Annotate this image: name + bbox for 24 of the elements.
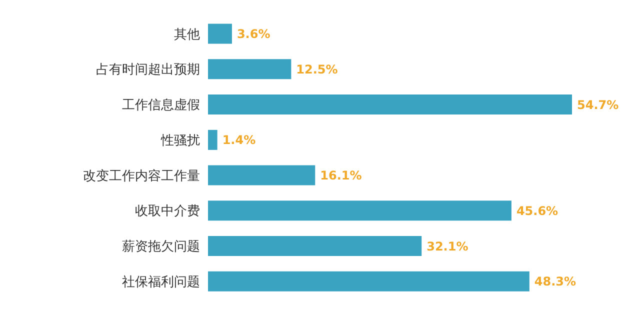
bar <box>208 94 572 115</box>
data-label: 54.7% <box>577 98 619 112</box>
bar <box>208 236 422 256</box>
y-tick-label: 改变工作内容工作量 <box>83 168 200 184</box>
data-label: 45.6% <box>516 204 558 218</box>
data-label: 16.1% <box>320 168 362 183</box>
bar <box>208 200 512 221</box>
y-tick-label: 性骚扰 <box>160 133 200 148</box>
data-label: 32.1% <box>426 239 468 254</box>
y-tick-label: 收取中介费 <box>135 204 200 220</box>
bar <box>208 165 316 186</box>
bar <box>208 59 292 80</box>
y-tick-label: 占有时间超出预期 <box>96 62 200 78</box>
bar <box>208 271 530 292</box>
y-tick-label: 薪资拖欠问题 <box>122 240 200 255</box>
data-label: 12.5% <box>296 62 338 76</box>
y-tick-label: 社保福利问题 <box>122 274 200 290</box>
bar <box>208 24 232 44</box>
data-label: 1.4% <box>222 133 256 148</box>
data-label: 3.6% <box>236 27 270 42</box>
y-tick-label: 其他 <box>174 27 200 42</box>
bar <box>208 130 218 150</box>
y-tick-label: 工作信息虚假 <box>122 98 200 114</box>
data-label: 48.3% <box>534 274 576 289</box>
